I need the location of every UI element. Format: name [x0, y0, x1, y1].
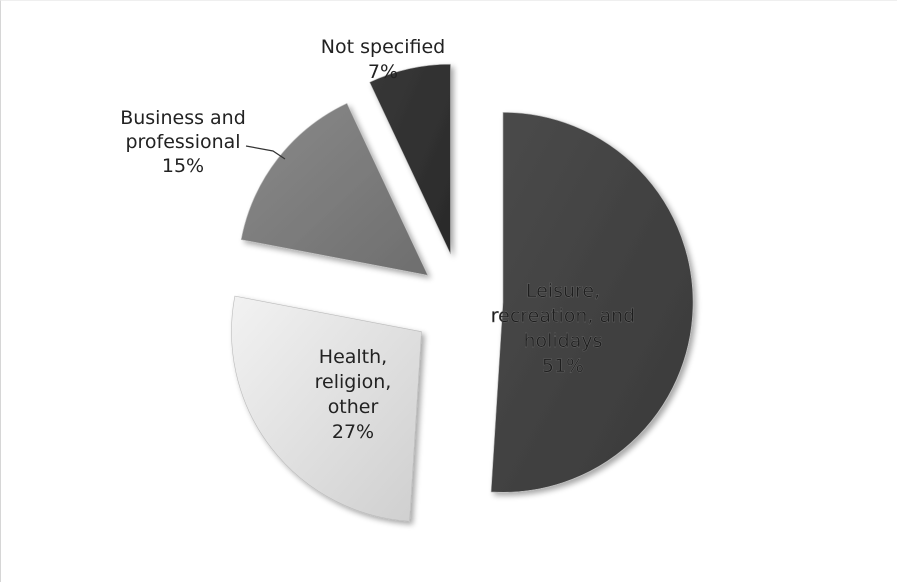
slice-label-line-1: Health,	[319, 346, 387, 368]
slices-layer	[231, 63, 694, 522]
slice-label-line-0: Leisure,	[526, 280, 600, 302]
slice-percent-2: 15%	[162, 155, 204, 177]
pie-slice-3	[369, 63, 451, 255]
slice-label-line-2: Business and	[120, 107, 246, 129]
slice-label-line-1: other	[328, 396, 379, 418]
pie-slice-1	[231, 295, 422, 522]
labels-layer: Leisure, recreation, and holidays 51% Health…	[120, 36, 635, 443]
slice-label-line-3: Not specified	[321, 36, 445, 58]
leader-layer	[245, 145, 286, 160]
slice-label-0: Leisure, recreation, and holidays 51%	[491, 280, 636, 377]
slice-percent-3: 7%	[368, 61, 398, 83]
pie-slice-2	[240, 102, 429, 276]
slice-label-line-2: professional	[125, 131, 240, 153]
leader-line-business	[245, 145, 286, 160]
slice-label-line-0: recreation, and	[491, 305, 635, 327]
pie-slice-0	[490, 112, 694, 493]
slice-label-line-0: holidays	[523, 330, 602, 352]
slice-label-1: Health, religion, other 27%	[315, 346, 392, 443]
slice-label-line-1: religion,	[315, 371, 392, 393]
slice-percent-1: 27%	[332, 421, 374, 443]
slice-percent-0: 51%	[542, 355, 584, 377]
slice-label-3: Not specified 7%	[321, 36, 445, 83]
